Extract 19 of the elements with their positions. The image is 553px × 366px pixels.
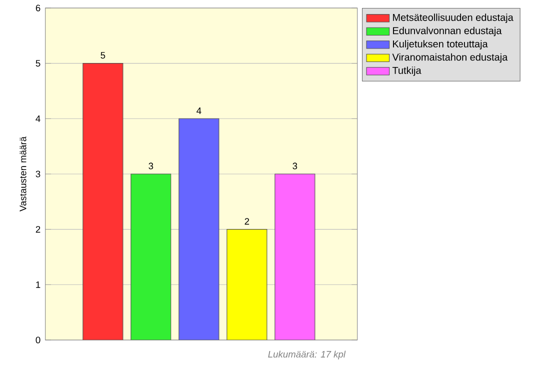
legend-label: Viranomaistahon edustaja	[392, 53, 508, 63]
y-tick-label: 5	[36, 60, 40, 67]
y-tick-label: 6	[36, 4, 40, 12]
y-axis-title: Vastausten määrä	[20, 136, 26, 212]
data-label: 2	[244, 218, 250, 225]
y-tick-label: 3	[36, 170, 40, 178]
legend-label: Edunvalvonnan edustaja	[393, 26, 502, 36]
data-label: 3	[148, 162, 154, 170]
y-tick-label: 0	[36, 336, 40, 344]
legend-label: Metsäteollisuuden edustaja	[393, 14, 514, 23]
data-label: 3	[292, 162, 298, 170]
text: Lukumäärä: 17 kpl	[268, 350, 346, 360]
y-tick-label: 1	[36, 281, 40, 288]
y-tick-label: 4	[36, 115, 40, 122]
data-label: 4	[196, 108, 202, 114]
data-label: 5	[100, 52, 106, 59]
legend-label: Tutkija	[392, 66, 422, 76]
legend-label: Kuljetuksen toteuttaja	[393, 40, 488, 50]
y-tick-label: 2	[36, 226, 40, 233]
